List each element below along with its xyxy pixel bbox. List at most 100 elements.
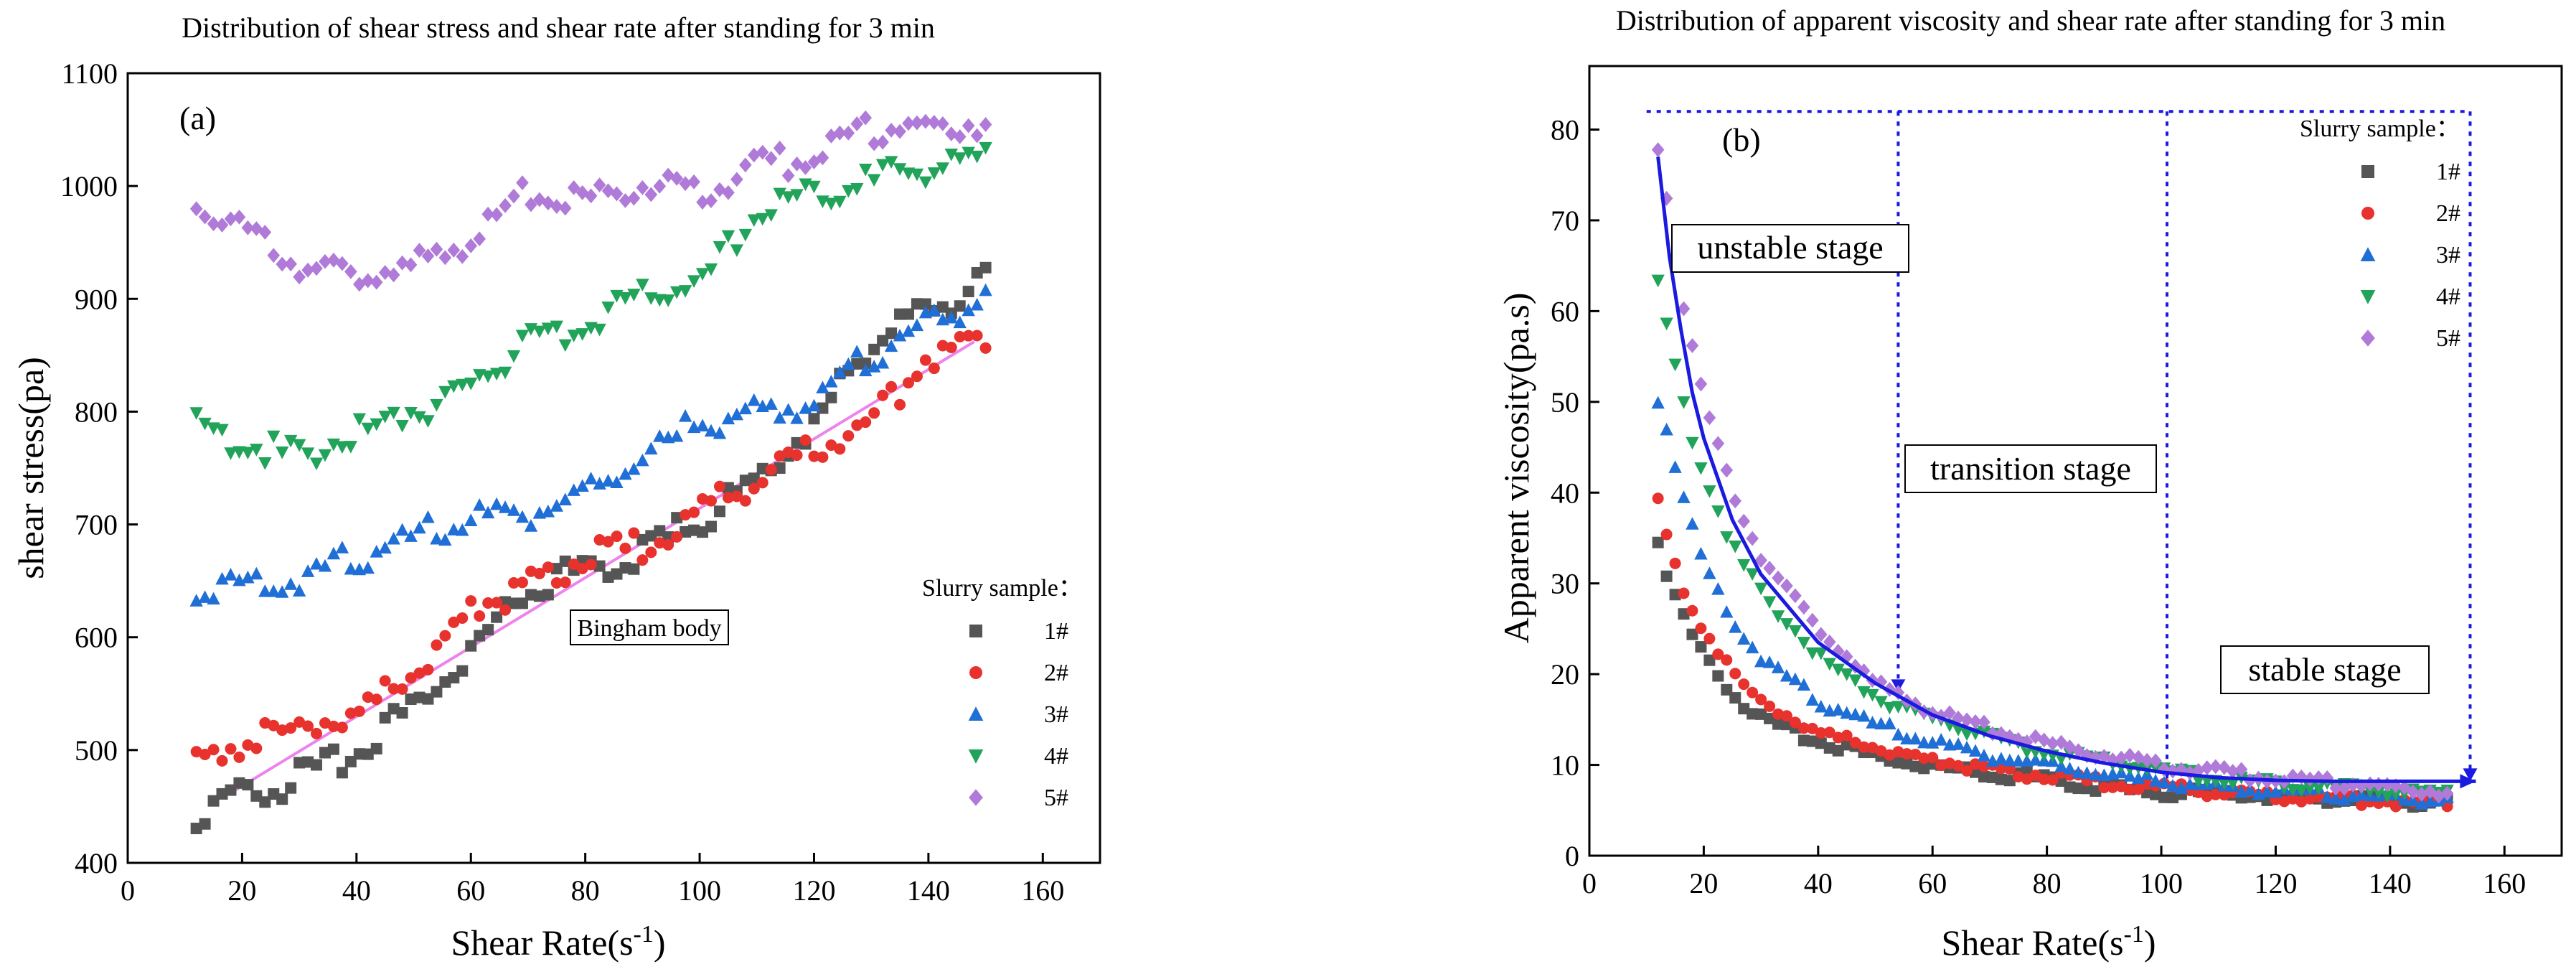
legend-marker-series-5 bbox=[969, 789, 983, 806]
data-point-series-4 bbox=[2303, 782, 2317, 795]
data-point-series-5 bbox=[456, 248, 469, 264]
data-point-series-5 bbox=[525, 197, 537, 212]
data-point-series-1 bbox=[1703, 654, 1716, 666]
data-point-series-4 bbox=[335, 441, 349, 454]
data-point-series-4 bbox=[1703, 485, 1716, 498]
data-point-series-5 bbox=[593, 177, 606, 193]
y-tick-label: 400 bbox=[75, 847, 118, 879]
data-point-series-1 bbox=[713, 505, 725, 518]
data-point-series-4 bbox=[1686, 436, 1699, 450]
data-point-series-3 bbox=[1797, 678, 1811, 691]
data-point-series-5 bbox=[2072, 743, 2085, 759]
data-point-series-2 bbox=[1738, 678, 1750, 691]
x-tick-label: 140 bbox=[907, 874, 950, 907]
data-point-series-3 bbox=[764, 397, 778, 410]
data-point-series-3 bbox=[550, 499, 563, 512]
data-point-series-4 bbox=[2020, 746, 2034, 759]
data-point-series-4 bbox=[2389, 788, 2403, 801]
data-point-series-2 bbox=[1695, 622, 1707, 635]
panel-b-xlabel: Shear Rate(s-1) bbox=[1941, 921, 2156, 963]
data-point-series-5 bbox=[2063, 739, 2077, 754]
data-point-series-1 bbox=[336, 767, 348, 779]
data-point-series-4 bbox=[267, 430, 281, 444]
data-point-series-2 bbox=[1764, 700, 1776, 712]
data-point-series-3 bbox=[2029, 752, 2042, 766]
data-point-series-5 bbox=[662, 167, 675, 183]
data-point-series-4 bbox=[481, 370, 495, 383]
data-point-series-4 bbox=[927, 167, 941, 180]
data-point-series-5 bbox=[970, 128, 984, 144]
legend-label-series-1: 1# bbox=[2436, 159, 2460, 185]
data-point-series-5 bbox=[2029, 729, 2042, 744]
legend-label-series-5: 5# bbox=[2436, 325, 2460, 352]
data-point-series-2 bbox=[799, 434, 812, 447]
data-point-series-4 bbox=[764, 209, 778, 223]
data-point-series-5 bbox=[705, 193, 718, 209]
data-point-series-5 bbox=[610, 186, 624, 202]
data-point-series-4 bbox=[893, 163, 907, 176]
data-point-series-5 bbox=[404, 257, 418, 273]
data-point-series-3 bbox=[601, 474, 615, 487]
data-point-series-3 bbox=[824, 375, 838, 388]
data-point-series-1 bbox=[396, 707, 408, 719]
data-point-series-2 bbox=[216, 754, 228, 767]
data-point-series-3 bbox=[481, 505, 495, 519]
panel-a-data-points bbox=[189, 110, 992, 835]
data-point-series-2 bbox=[825, 439, 837, 452]
data-point-series-4 bbox=[189, 407, 203, 420]
data-point-series-5 bbox=[276, 256, 289, 272]
data-point-series-2 bbox=[1678, 587, 1690, 599]
data-point-series-3 bbox=[636, 453, 649, 467]
data-point-series-4 bbox=[833, 195, 847, 209]
data-point-series-3 bbox=[1831, 703, 1845, 716]
data-point-series-5 bbox=[670, 170, 683, 186]
data-point-series-2 bbox=[207, 744, 220, 756]
data-point-series-3 bbox=[2157, 775, 2171, 789]
data-point-series-3 bbox=[1805, 693, 1820, 706]
data-point-series-5 bbox=[490, 207, 503, 223]
data-point-series-4 bbox=[738, 228, 753, 242]
data-point-series-1 bbox=[868, 343, 880, 355]
bingham-annotation-box bbox=[570, 609, 729, 645]
data-point-series-5 bbox=[807, 154, 821, 169]
data-point-series-3 bbox=[1729, 620, 1742, 633]
data-point-series-3 bbox=[910, 318, 924, 332]
data-point-series-2 bbox=[2038, 773, 2050, 785]
data-point-series-3 bbox=[1780, 668, 1794, 682]
data-point-series-2 bbox=[2046, 774, 2059, 786]
legend-label-series-1: 1# bbox=[1044, 618, 1068, 645]
data-point-series-2 bbox=[199, 749, 211, 761]
data-point-series-2 bbox=[1918, 752, 1930, 765]
data-point-series-5 bbox=[722, 184, 735, 200]
data-point-series-5 bbox=[1720, 462, 1734, 478]
data-point-series-2 bbox=[1961, 765, 1973, 777]
data-point-series-4 bbox=[215, 424, 229, 437]
data-point-series-2 bbox=[362, 691, 374, 703]
data-point-series-5 bbox=[2398, 780, 2411, 795]
data-point-series-4 bbox=[258, 457, 272, 470]
data-point-series-4 bbox=[1668, 358, 1682, 372]
x-tick-label: 120 bbox=[2254, 867, 2297, 899]
data-point-series-3 bbox=[1745, 640, 1759, 654]
data-point-series-3 bbox=[979, 283, 992, 296]
data-point-series-2 bbox=[1755, 693, 1767, 706]
data-point-series-5 bbox=[619, 193, 632, 208]
y-tick-label: 500 bbox=[75, 734, 118, 767]
data-point-series-4 bbox=[1840, 668, 1853, 681]
stage-box-unstable bbox=[1671, 224, 1909, 273]
data-point-series-5 bbox=[2234, 762, 2248, 777]
data-point-series-3 bbox=[669, 429, 684, 442]
data-point-series-2 bbox=[2201, 790, 2213, 803]
y-tick-label: 900 bbox=[75, 283, 118, 315]
data-point-series-3 bbox=[1977, 749, 1991, 762]
data-point-series-3 bbox=[335, 541, 349, 553]
data-point-series-3 bbox=[1874, 716, 1888, 730]
data-point-series-4 bbox=[2226, 777, 2239, 790]
data-point-series-4 bbox=[507, 350, 521, 363]
data-point-series-4 bbox=[1729, 541, 1742, 553]
data-point-series-4 bbox=[464, 378, 478, 391]
data-point-series-3 bbox=[1942, 737, 1957, 751]
data-point-series-2 bbox=[2107, 781, 2119, 793]
data-point-series-5 bbox=[1763, 561, 1776, 576]
data-point-series-1 bbox=[465, 640, 477, 652]
